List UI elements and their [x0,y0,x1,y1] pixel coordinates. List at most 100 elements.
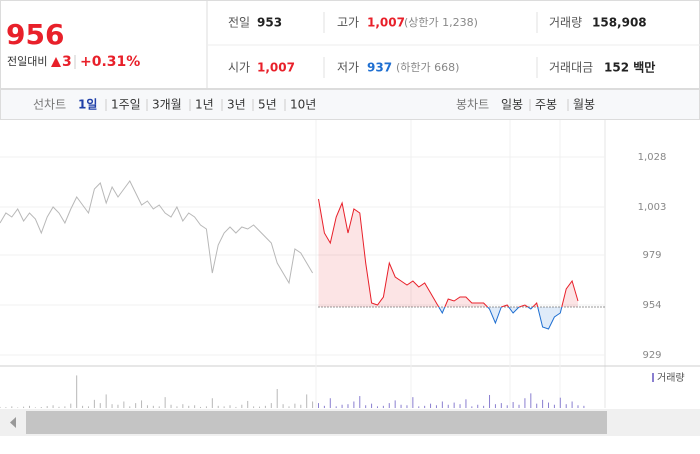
volume-bar [11,406,13,408]
volume-bar [412,397,414,408]
period-tab[interactable]: 1주일 [111,98,141,112]
summary-label: 고가 [337,16,359,30]
volume-bar [548,402,550,408]
volume-bar [200,406,202,408]
volume-bar [317,403,319,408]
candle-tab[interactable]: 일봉 [501,98,523,112]
volume-bar [70,403,72,408]
volume-bar [182,404,184,408]
volume-bar [5,407,7,408]
summary-value: 1,007 [257,61,295,75]
volume-bar [353,401,355,408]
volume-bar [435,405,437,408]
change-pct: +0.31% [80,54,140,70]
candle-tab[interactable]: 주봉 [535,98,557,112]
price-line-prev [0,180,314,285]
volume-bar [329,398,331,408]
volume-bar [264,405,266,408]
y-tick-label: 1,003 [638,202,667,213]
volume-bar [117,404,119,408]
volume-bar [453,402,455,408]
volume-bar [583,405,585,408]
volume-bar [82,405,84,408]
volume-bar [489,394,491,408]
volume-bar [524,398,526,408]
volume-bar [93,399,95,408]
scroll-left[interactable] [10,417,16,428]
volume-bar [500,403,502,408]
volume-bar [347,404,349,408]
volume-bar [359,396,361,408]
summary-value: 953 [257,16,282,30]
volume-bar [465,399,467,408]
period-tab[interactable]: 3개월 [152,98,182,112]
summary-limit: (하한가 668) [396,60,459,74]
candle-tab[interactable]: 월봉 [573,98,595,112]
volume-bar [382,405,384,408]
volume-bar [418,406,420,408]
volume-bar [164,397,166,408]
y-tick-label: 1,028 [638,152,667,163]
volume-bar [400,404,402,408]
volume-bar [577,405,579,408]
volume-bar [17,407,19,408]
volume-bar [553,404,555,408]
volume-bar [99,403,101,408]
volume-bar [129,406,131,408]
volume-bar [512,402,514,408]
volume-bar [34,407,36,408]
period-tab[interactable]: 1일 [78,98,97,112]
volume-bar [441,401,443,408]
volume-bar [341,404,343,408]
volume-bar [371,403,373,408]
period-tab[interactable]: 1년 [195,98,214,112]
volume-bar [306,394,308,408]
area-up [318,199,578,307]
volume-bar [76,375,78,408]
volume-bar [565,404,567,408]
summary-label: 거래량 [549,16,582,30]
volume-bar [188,405,190,408]
y-tick-label: 954 [642,300,661,311]
tab-bar [0,89,700,120]
summary-label: 거래대금 [549,61,593,75]
volume-bar [211,398,213,408]
tab-group-label: 봉차트 [456,98,489,112]
current-price: 956 [6,18,64,51]
summary-value: 152 백만 [604,60,655,75]
volume-legend: 거래량 [657,372,685,384]
volume-bar [559,397,561,408]
period-tab[interactable]: 3년 [227,98,246,112]
period-tab[interactable]: 10년 [290,98,316,112]
change-value: 3 [62,54,72,70]
change-label: 전일대비 [7,54,47,68]
scrollbar-thumb[interactable] [26,411,607,434]
volume-bar [388,403,390,408]
summary-label: 전일 [228,16,250,30]
volume-bar [282,404,284,408]
volume-legend-mark [652,373,654,382]
period-tab[interactable]: 5년 [258,98,277,112]
volume-bar [58,406,60,408]
volume-bar [87,406,89,408]
volume-bar [40,407,42,408]
volume-bar [300,404,302,408]
volume-bar [28,405,30,408]
summary-label: 저가 [337,61,359,75]
summary-limit: (상한가 1,238) [404,16,478,29]
volume-bar [270,403,272,408]
volume-bar [365,405,367,408]
volume-bar [323,405,325,408]
volume-bar [241,404,243,408]
volume-bar [176,406,178,408]
volume-bar [223,406,225,408]
volume-bar [111,404,113,408]
volume-bar [335,406,337,408]
volume-bar [105,394,107,408]
y-tick-label: 979 [642,250,661,261]
volume-bar [571,401,573,408]
volume-bar [217,405,219,408]
volume-bar [406,405,408,408]
volume-bar [536,403,538,408]
